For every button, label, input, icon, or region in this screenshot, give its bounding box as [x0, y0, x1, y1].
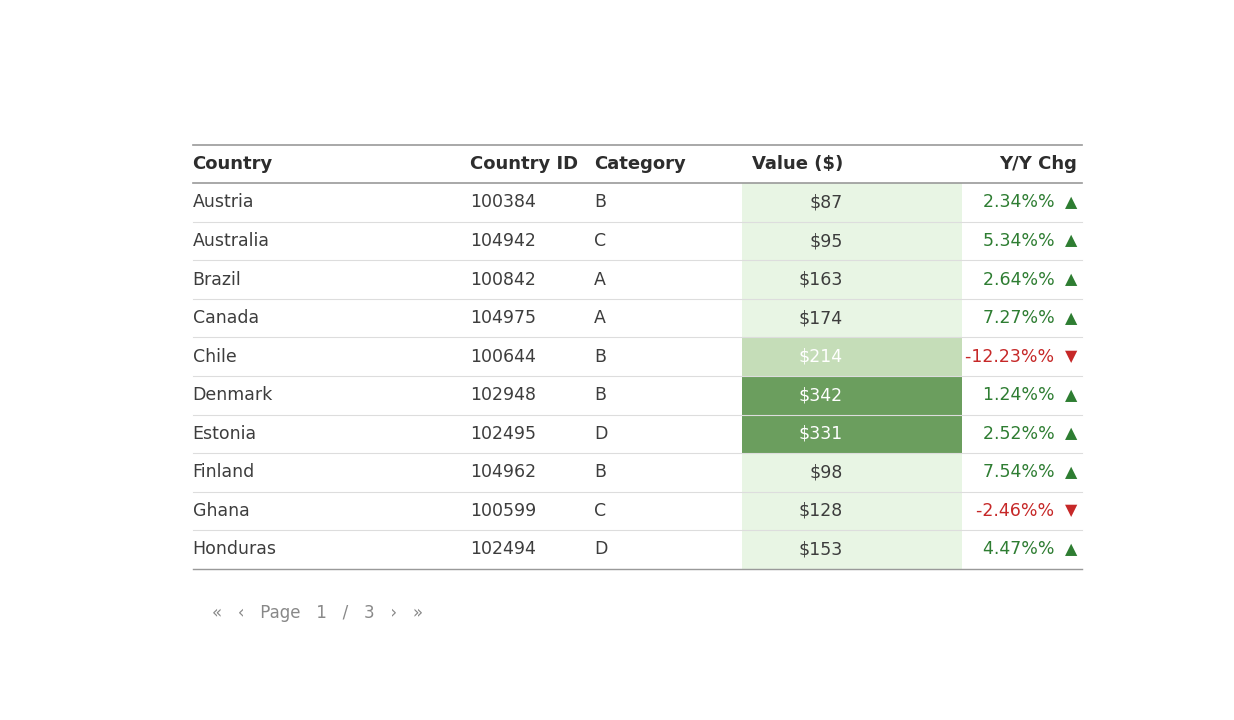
Text: Brazil: Brazil: [193, 271, 242, 289]
Text: 2.64%%: 2.64%%: [982, 271, 1060, 289]
Text: 2.34%%: 2.34%%: [982, 194, 1060, 212]
Text: B: B: [595, 464, 606, 482]
Bar: [743, 260, 963, 299]
Text: Country ID: Country ID: [470, 155, 578, 173]
Text: 104962: 104962: [470, 464, 536, 482]
Bar: [743, 530, 963, 569]
Text: $128: $128: [798, 502, 843, 520]
Bar: [743, 183, 963, 222]
Text: Estonia: Estonia: [193, 425, 257, 443]
Text: $163: $163: [798, 271, 843, 289]
Bar: [743, 492, 963, 530]
Text: Y/Y Chg: Y/Y Chg: [1000, 155, 1077, 173]
Bar: [743, 222, 963, 260]
Text: $95: $95: [810, 232, 843, 250]
Text: C: C: [595, 502, 606, 520]
Text: Chile: Chile: [193, 348, 236, 366]
Text: ▲: ▲: [1065, 426, 1077, 441]
Text: 100644: 100644: [470, 348, 536, 366]
Text: A: A: [595, 271, 606, 289]
Text: ▼: ▼: [1065, 503, 1077, 518]
Text: C: C: [595, 232, 606, 250]
Text: «   ‹   Page   1   /   3   ›   »: « ‹ Page 1 / 3 › »: [212, 604, 423, 622]
Text: $87: $87: [810, 194, 843, 212]
Text: 5.34%%: 5.34%%: [982, 232, 1060, 250]
Text: ▲: ▲: [1065, 310, 1077, 325]
Text: ▲: ▲: [1065, 272, 1077, 287]
Text: Value ($): Value ($): [752, 155, 843, 173]
Text: Category: Category: [595, 155, 686, 173]
Text: $214: $214: [798, 348, 843, 366]
Text: Canada: Canada: [193, 309, 259, 327]
Text: Country: Country: [193, 155, 273, 173]
Text: 2.52%%: 2.52%%: [982, 425, 1060, 443]
Text: 1.24%%: 1.24%%: [982, 386, 1060, 404]
Text: 7.54%%: 7.54%%: [982, 464, 1060, 482]
Text: Honduras: Honduras: [193, 541, 276, 559]
Bar: [743, 338, 963, 376]
Text: 102494: 102494: [470, 541, 536, 559]
Bar: [743, 376, 963, 415]
Text: 100599: 100599: [470, 502, 536, 520]
Text: B: B: [595, 194, 606, 212]
Text: Denmark: Denmark: [193, 386, 273, 404]
Bar: [743, 299, 963, 338]
Text: 104942: 104942: [470, 232, 536, 250]
Text: ▲: ▲: [1065, 542, 1077, 557]
Text: ▼: ▼: [1065, 349, 1077, 364]
Text: $331: $331: [798, 425, 843, 443]
Bar: [743, 415, 963, 453]
Text: $174: $174: [798, 309, 843, 327]
Text: Australia: Australia: [193, 232, 269, 250]
Text: A: A: [595, 309, 606, 327]
Text: ▲: ▲: [1065, 465, 1077, 480]
Bar: [743, 453, 963, 492]
Text: -2.46%%: -2.46%%: [976, 502, 1060, 520]
Text: D: D: [595, 541, 607, 559]
Text: 102948: 102948: [470, 386, 536, 404]
Text: -12.23%%: -12.23%%: [965, 348, 1060, 366]
Text: $153: $153: [798, 541, 843, 559]
Text: B: B: [595, 348, 606, 366]
Text: 4.47%%: 4.47%%: [983, 541, 1060, 559]
Text: D: D: [595, 425, 607, 443]
Text: 100384: 100384: [470, 194, 536, 212]
Text: B: B: [595, 386, 606, 404]
Text: Ghana: Ghana: [193, 502, 249, 520]
Text: 100842: 100842: [470, 271, 536, 289]
Text: ▲: ▲: [1065, 195, 1077, 210]
Text: Finland: Finland: [193, 464, 254, 482]
Text: 7.27%%: 7.27%%: [982, 309, 1060, 327]
Text: Austria: Austria: [193, 194, 254, 212]
Text: 104975: 104975: [470, 309, 536, 327]
Text: $342: $342: [798, 386, 843, 404]
Text: $98: $98: [810, 464, 843, 482]
Text: 102495: 102495: [470, 425, 536, 443]
Text: ▲: ▲: [1065, 233, 1077, 248]
Text: ▲: ▲: [1065, 388, 1077, 402]
